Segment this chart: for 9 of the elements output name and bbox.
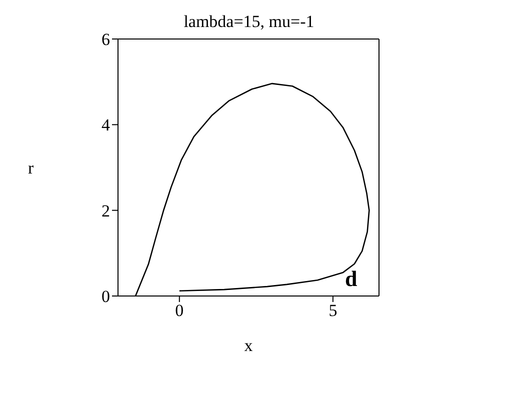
y-tick-label: 0 <box>102 287 110 306</box>
x-axis-title: x <box>244 336 254 355</box>
y-tick-label: 6 <box>102 30 110 50</box>
y-tick-label: 4 <box>102 116 110 135</box>
chart-title: lambda=15, mu=-1 <box>182 12 316 32</box>
y-tick-label: 2 <box>102 201 110 220</box>
y-axis-title: r <box>28 158 34 178</box>
annotation: d <box>345 266 358 292</box>
x-tick-label: 5 <box>328 301 338 320</box>
